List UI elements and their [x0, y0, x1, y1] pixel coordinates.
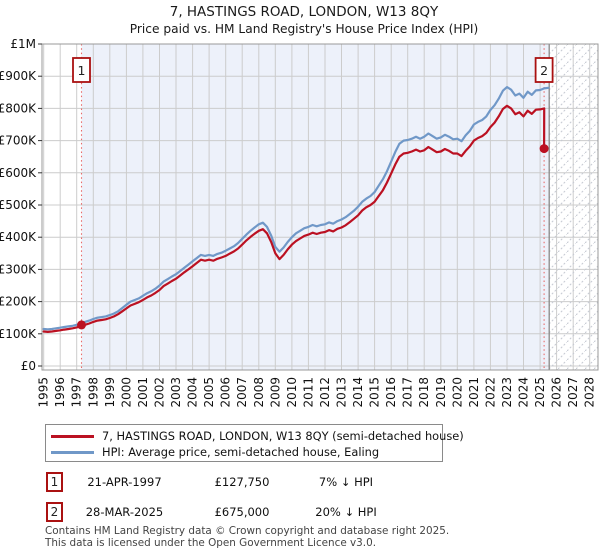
page-subtitle: Price paid vs. HM Land Registry's House …	[129, 22, 479, 36]
svg-text:2016: 2016	[384, 377, 398, 408]
svg-text:2015: 2015	[368, 377, 382, 408]
svg-text:2027: 2027	[566, 377, 580, 408]
svg-text:2012: 2012	[318, 377, 332, 408]
hpi-line	[42, 85, 550, 331]
transaction-1-date: 21-APR-1997	[87, 475, 162, 489]
svg-text:2021: 2021	[467, 377, 481, 408]
svg-text:£400K: £400K	[0, 230, 37, 244]
footer-line-2: This data is licensed under the Open Gov…	[45, 536, 377, 549]
sale-marker-box-2	[534, 57, 554, 83]
transaction-2-date: 28-MAR-2025	[85, 505, 164, 519]
svg-text:1996: 1996	[53, 377, 67, 408]
svg-text:2004: 2004	[186, 377, 200, 408]
svg-text:2008: 2008	[252, 377, 266, 408]
legend-label-price-paid: 7, HASTINGS ROAD, LONDON, W13 8QY (semi-…	[102, 429, 464, 443]
svg-text:2011: 2011	[301, 377, 315, 408]
chart-legend: 7, HASTINGS ROAD, LONDON, W13 8QY (semi-…	[45, 424, 464, 462]
legend-label-hpi: HPI: Average price, semi-detached house,…	[102, 445, 380, 459]
svg-text:2018: 2018	[417, 377, 431, 408]
legend-item-price-paid: 7, HASTINGS ROAD, LONDON, W13 8QY (semi-…	[51, 428, 464, 444]
legend-item-hpi: HPI: Average price, semi-detached house,…	[51, 444, 442, 460]
svg-text:£300K: £300K	[0, 262, 37, 276]
svg-text:1: 1	[78, 63, 86, 78]
svg-text:2009: 2009	[268, 377, 282, 408]
svg-text:2023: 2023	[500, 377, 514, 408]
page-title: 7, HASTINGS ROAD, LONDON, W13 8QY	[169, 4, 439, 20]
svg-text:1999: 1999	[103, 377, 117, 408]
transaction-1-marker: 1	[46, 472, 63, 492]
transaction-1-hpi-diff: 7% ↓ HPI	[318, 475, 374, 489]
svg-text:2017: 2017	[401, 377, 415, 408]
transaction-1-price: £127,750	[214, 475, 270, 489]
svg-text:2022: 2022	[483, 377, 497, 408]
svg-text:£200K: £200K	[0, 295, 37, 309]
sale-1-point	[77, 320, 86, 330]
gridlines	[42, 43, 598, 370]
svg-text:£700K: £700K	[0, 134, 37, 148]
svg-text:2000: 2000	[119, 377, 133, 408]
svg-text:2006: 2006	[219, 377, 233, 408]
svg-text:£0: £0	[21, 359, 36, 373]
plot-border	[41, 43, 599, 371]
svg-text:2025: 2025	[533, 377, 547, 408]
svg-text:2002: 2002	[153, 377, 167, 408]
svg-text:2028: 2028	[583, 377, 597, 408]
chart-header: 7, HASTINGS ROAD, LONDON, W13 8QY Price …	[0, 4, 600, 36]
ownership-period-shading	[81, 44, 550, 370]
svg-text:2013: 2013	[335, 377, 349, 408]
future-hatch-region	[549, 44, 598, 370]
svg-text:2003: 2003	[169, 377, 183, 408]
svg-text:2020: 2020	[450, 377, 464, 408]
svg-text:2001: 2001	[136, 377, 150, 408]
svg-text:£1M: £1M	[10, 37, 36, 51]
svg-text:2010: 2010	[285, 377, 299, 408]
svg-text:2019: 2019	[434, 377, 448, 408]
svg-text:2005: 2005	[202, 377, 216, 408]
x-axis-labels: 1995 1996 1997 1998 1999 2000 2001 2002 2003 2004…	[37, 377, 597, 408]
transaction-2-hpi-diff: 20% ↓ HPI	[315, 505, 377, 519]
sale-marker-box-1	[72, 57, 91, 83]
footer-line-1: Contains HM Land Registry data © Crown c…	[45, 525, 450, 537]
transaction-2-price: £675,000	[214, 505, 270, 519]
svg-text:£600K: £600K	[0, 166, 37, 180]
svg-text:1995: 1995	[37, 377, 51, 408]
hpi-line-swatch	[51, 450, 94, 454]
license-footer: Contains HM Land Registry data © Crown c…	[45, 525, 450, 549]
svg-text:£500K: £500K	[0, 198, 37, 212]
transaction-table: 1 21-APR-1997 £127,750 7% ↓ HPI 2 28-MAR…	[46, 472, 394, 522]
price-history-chart: £0 £100K £200K £300K £400K £500K £600K £700K £80…	[0, 37, 599, 408]
transaction-2-marker: 2	[46, 502, 63, 522]
y-axis-labels: £0 £100K £200K £300K £400K £500K £600K £700K £80…	[0, 37, 37, 373]
sale-2-point	[539, 144, 549, 154]
svg-text:2024: 2024	[517, 377, 531, 408]
svg-text:2026: 2026	[550, 377, 564, 408]
price-paid-line-swatch	[51, 434, 94, 438]
svg-text:1997: 1997	[70, 377, 84, 408]
svg-text:2: 2	[540, 63, 548, 78]
svg-text:1998: 1998	[86, 377, 100, 408]
price-paid-line	[42, 104, 546, 333]
svg-text:2014: 2014	[351, 377, 365, 408]
svg-text:2007: 2007	[235, 377, 249, 408]
svg-text:£100K: £100K	[0, 327, 37, 341]
svg-text:£800K: £800K	[0, 101, 37, 115]
svg-text:£900K: £900K	[0, 69, 37, 83]
